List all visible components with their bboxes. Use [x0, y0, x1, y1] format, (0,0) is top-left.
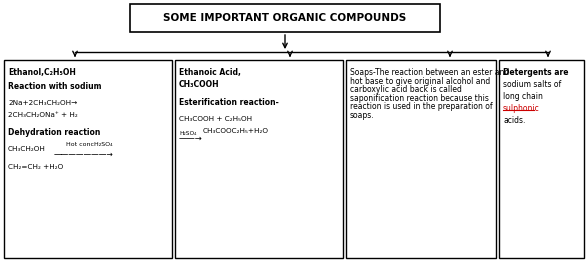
Text: SOME IMPORTANT ORGANIC COMPOUNDS: SOME IMPORTANT ORGANIC COMPOUNDS [163, 13, 407, 23]
Text: Ethanol,C₂H₅OH: Ethanol,C₂H₅OH [8, 68, 76, 77]
Text: ——→: ——→ [179, 134, 203, 143]
Text: H₂SO₄: H₂SO₄ [179, 131, 197, 136]
Text: soaps.: soaps. [350, 111, 375, 120]
Bar [175, 60, 343, 258]
Text: hot base to give original alcohol and: hot base to give original alcohol and [350, 76, 490, 86]
Text: Hot concH₂SO₄: Hot concH₂SO₄ [66, 142, 113, 147]
Bar [4, 60, 172, 258]
Text: 2Na+2CH₃CH₂OH→: 2Na+2CH₃CH₂OH→ [8, 100, 77, 106]
Bar [499, 60, 584, 258]
Text: CH₃COOH: CH₃COOH [179, 80, 220, 89]
Text: Soaps-The reaction between an ester and: Soaps-The reaction between an ester and [350, 68, 510, 77]
Text: reaction is used in the preparation of: reaction is used in the preparation of [350, 102, 492, 111]
Text: sulphonic: sulphonic [503, 104, 540, 113]
Text: carboxylic acid back is called: carboxylic acid back is called [350, 85, 462, 94]
Text: long chain: long chain [503, 92, 543, 101]
Text: Reaction with sodium: Reaction with sodium [8, 82, 102, 91]
Text: saponification reaction because this: saponification reaction because this [350, 94, 489, 103]
Text: Ethanoic Acid,: Ethanoic Acid, [179, 68, 241, 77]
Text: sodium salts of: sodium salts of [503, 80, 561, 89]
Text: Dehydration reaction: Dehydration reaction [8, 128, 100, 137]
Text: CH₂=CH₂ +H₂O: CH₂=CH₂ +H₂O [8, 164, 63, 170]
Text: CH₃CH₂OH: CH₃CH₂OH [8, 146, 46, 152]
Text: 2CH₃CH₂ONa⁺ + H₂: 2CH₃CH₂ONa⁺ + H₂ [8, 112, 77, 118]
Text: Detergents are: Detergents are [503, 68, 568, 77]
Bar [130, 4, 440, 32]
Bar [346, 60, 496, 258]
Text: acids.: acids. [503, 116, 525, 125]
Text: CH₃COOH + C₂H₅OH: CH₃COOH + C₂H₅OH [179, 116, 252, 122]
Text: CH₃COOC₂H₅+H₂O: CH₃COOC₂H₅+H₂O [203, 128, 269, 134]
Text: Esterification reaction-: Esterification reaction- [179, 98, 279, 107]
Text: ———————→: ———————→ [54, 150, 114, 159]
